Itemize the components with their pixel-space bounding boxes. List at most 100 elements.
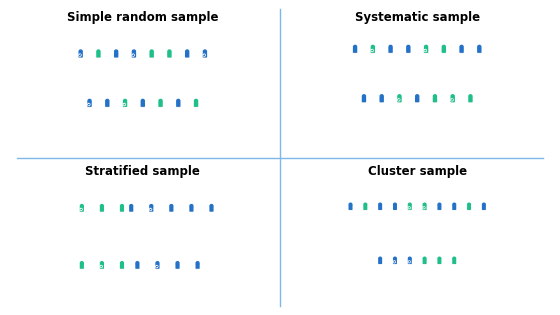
- Ellipse shape: [155, 268, 160, 269]
- Circle shape: [190, 204, 193, 208]
- Circle shape: [371, 49, 373, 51]
- Circle shape: [100, 266, 102, 267]
- Ellipse shape: [437, 263, 441, 264]
- FancyBboxPatch shape: [195, 264, 200, 269]
- FancyBboxPatch shape: [120, 207, 124, 212]
- Circle shape: [177, 100, 180, 102]
- FancyBboxPatch shape: [452, 205, 456, 210]
- Circle shape: [141, 100, 144, 102]
- Ellipse shape: [408, 263, 412, 264]
- FancyBboxPatch shape: [380, 97, 384, 102]
- Circle shape: [468, 203, 470, 206]
- Circle shape: [433, 95, 436, 98]
- Ellipse shape: [468, 101, 473, 103]
- Circle shape: [438, 257, 441, 260]
- FancyBboxPatch shape: [149, 207, 153, 212]
- FancyBboxPatch shape: [378, 205, 382, 210]
- FancyBboxPatch shape: [348, 205, 353, 210]
- Ellipse shape: [393, 263, 397, 264]
- FancyBboxPatch shape: [100, 264, 104, 269]
- Ellipse shape: [105, 106, 110, 107]
- Ellipse shape: [129, 211, 133, 212]
- Circle shape: [453, 203, 456, 206]
- FancyBboxPatch shape: [80, 207, 84, 212]
- FancyBboxPatch shape: [155, 264, 160, 269]
- Ellipse shape: [80, 211, 84, 212]
- Circle shape: [460, 45, 463, 49]
- Circle shape: [79, 54, 81, 56]
- Ellipse shape: [195, 268, 200, 269]
- Circle shape: [483, 203, 486, 206]
- Ellipse shape: [452, 209, 456, 210]
- Circle shape: [398, 95, 401, 98]
- Ellipse shape: [388, 52, 393, 53]
- Circle shape: [79, 50, 82, 53]
- FancyBboxPatch shape: [423, 205, 427, 210]
- Circle shape: [203, 50, 207, 53]
- Ellipse shape: [209, 211, 214, 212]
- Ellipse shape: [452, 263, 456, 264]
- Circle shape: [123, 104, 125, 106]
- Circle shape: [451, 99, 453, 101]
- FancyBboxPatch shape: [389, 48, 393, 53]
- Ellipse shape: [150, 57, 154, 58]
- FancyBboxPatch shape: [158, 102, 163, 107]
- FancyBboxPatch shape: [132, 52, 136, 57]
- Ellipse shape: [158, 106, 163, 107]
- Ellipse shape: [176, 106, 181, 107]
- Ellipse shape: [415, 101, 419, 103]
- Ellipse shape: [120, 211, 124, 212]
- Ellipse shape: [78, 57, 83, 58]
- FancyBboxPatch shape: [468, 97, 473, 102]
- FancyBboxPatch shape: [167, 52, 171, 57]
- FancyBboxPatch shape: [408, 259, 412, 264]
- Ellipse shape: [482, 209, 486, 210]
- FancyBboxPatch shape: [442, 48, 446, 53]
- Circle shape: [371, 45, 374, 49]
- FancyBboxPatch shape: [415, 97, 419, 102]
- Circle shape: [478, 45, 481, 49]
- FancyBboxPatch shape: [450, 97, 455, 102]
- Circle shape: [170, 204, 173, 208]
- Ellipse shape: [441, 52, 446, 53]
- FancyBboxPatch shape: [371, 48, 375, 53]
- Ellipse shape: [123, 106, 127, 107]
- Circle shape: [469, 95, 472, 98]
- Circle shape: [156, 266, 158, 267]
- Ellipse shape: [371, 52, 375, 53]
- Text: Stratified sample: Stratified sample: [85, 165, 200, 178]
- FancyBboxPatch shape: [452, 259, 456, 264]
- Text: Cluster sample: Cluster sample: [367, 165, 467, 178]
- Circle shape: [407, 45, 410, 49]
- Ellipse shape: [378, 209, 382, 210]
- Ellipse shape: [80, 268, 84, 269]
- Circle shape: [124, 100, 127, 102]
- Circle shape: [424, 49, 426, 51]
- Circle shape: [362, 95, 366, 98]
- Circle shape: [159, 100, 162, 102]
- FancyBboxPatch shape: [120, 264, 124, 269]
- Circle shape: [132, 50, 136, 53]
- FancyBboxPatch shape: [393, 259, 397, 264]
- Circle shape: [424, 45, 428, 49]
- Ellipse shape: [100, 211, 104, 212]
- Ellipse shape: [363, 209, 367, 210]
- FancyBboxPatch shape: [423, 259, 427, 264]
- Circle shape: [379, 203, 381, 206]
- Circle shape: [379, 257, 381, 260]
- Ellipse shape: [408, 209, 412, 210]
- FancyBboxPatch shape: [397, 97, 402, 102]
- FancyBboxPatch shape: [393, 205, 397, 210]
- Circle shape: [389, 45, 392, 49]
- FancyBboxPatch shape: [136, 264, 139, 269]
- Ellipse shape: [348, 209, 353, 210]
- FancyBboxPatch shape: [408, 205, 412, 210]
- Ellipse shape: [362, 101, 366, 103]
- FancyBboxPatch shape: [80, 264, 84, 269]
- Circle shape: [398, 99, 400, 101]
- FancyBboxPatch shape: [123, 102, 127, 107]
- Circle shape: [176, 262, 179, 265]
- Circle shape: [353, 45, 357, 49]
- Circle shape: [120, 262, 123, 265]
- Ellipse shape: [406, 52, 410, 53]
